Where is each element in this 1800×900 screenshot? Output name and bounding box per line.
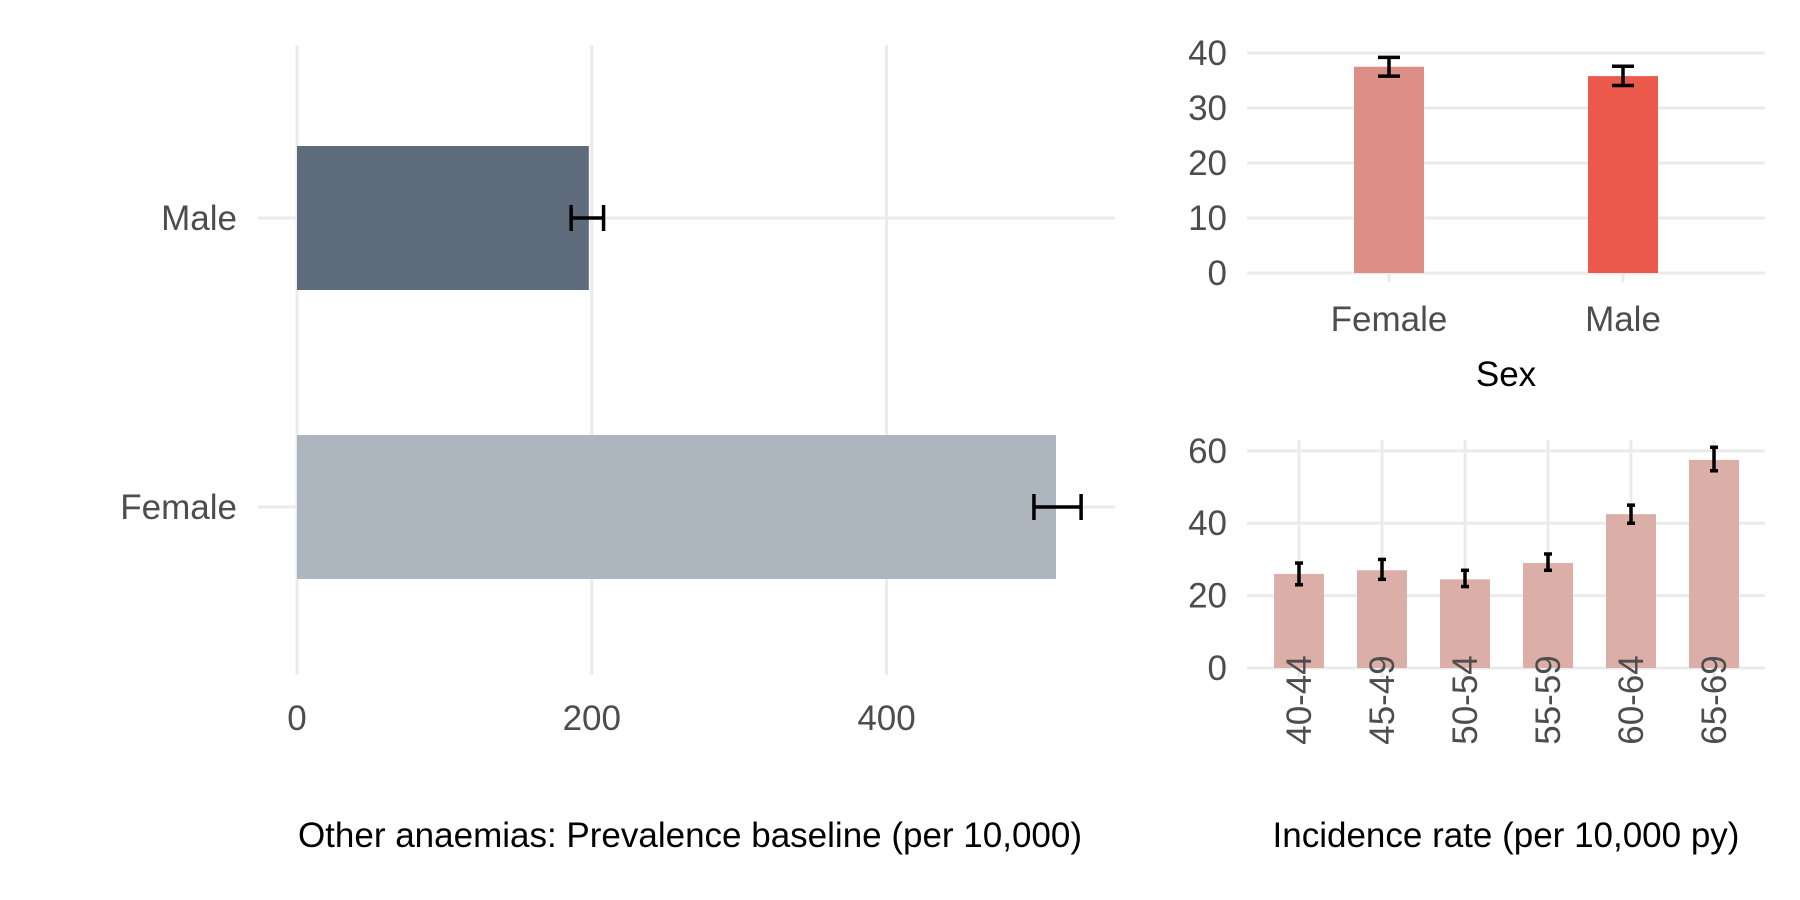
sex-y-tick-label: 10: [1188, 199, 1227, 238]
age-bar-55-59: [1523, 563, 1573, 668]
age-y-tick-label: 40: [1188, 504, 1227, 543]
prevalence-x-tick-label: 200: [563, 699, 621, 738]
age-bar-50-54: [1440, 579, 1490, 668]
sex-y-tick-label: 40: [1188, 34, 1227, 73]
age-error-bar-45-49: [1378, 557, 1386, 582]
sex-y-tick-label: 20: [1188, 144, 1227, 183]
sex-y-tick-label: 30: [1188, 89, 1227, 128]
age-x-tick-label: 55-59: [1529, 655, 1568, 745]
age-error-bar-65-69: [1710, 445, 1718, 473]
prevalence-error-bar-male: [569, 205, 606, 231]
prevalence-bar-male: [297, 146, 589, 290]
age-bar-40-44: [1274, 573, 1324, 668]
prevalence-x-tick-label: 400: [857, 699, 915, 738]
prevalence-y-tick-label: Female: [120, 488, 237, 527]
age-error-bar-40-44: [1295, 561, 1303, 587]
age-y-tick-label: 0: [1208, 649, 1227, 688]
prevalence-panel: 0 200 400 Male Female: [120, 45, 1115, 738]
incidence-by-age-panel: 0 20 40 60 40-44 45-49 50-54 55-59 60-64 65-69: [1188, 432, 1765, 745]
prevalence-x-axis-title: Other anaemias: Prevalence baseline (per…: [298, 816, 1082, 855]
prevalence-x-tick-label: 0: [287, 699, 306, 738]
sex-x-tick-label: Female: [1331, 300, 1448, 339]
age-x-tick-label: 45-49: [1363, 655, 1402, 745]
sex-x-axis-title: Sex: [1476, 355, 1537, 394]
sex-bar-female: [1354, 66, 1424, 273]
age-x-tick-label: 65-69: [1695, 655, 1734, 745]
prevalence-bar-female: [297, 435, 1057, 579]
age-x-tick-label: 40-44: [1280, 655, 1319, 745]
age-bar-65-69: [1689, 459, 1739, 668]
age-x-tick-label: 60-64: [1612, 655, 1651, 745]
sex-error-bar-female: [1378, 55, 1400, 78]
sex-x-tick-label: Male: [1585, 300, 1661, 339]
age-y-tick-label: 60: [1188, 432, 1227, 471]
incidence-by-sex-panel: 0 10 20 30 40 Female Male: [1188, 34, 1765, 339]
age-error-bar-55-59: [1544, 552, 1552, 573]
age-error-bar-50-54: [1461, 568, 1469, 589]
age-x-tick-label: 50-54: [1446, 655, 1485, 745]
age-y-tick-label: 20: [1188, 577, 1227, 616]
age-error-bar-60-64: [1627, 503, 1635, 525]
prevalence-y-tick-label: Male: [161, 199, 237, 238]
age-bar-60-64: [1606, 514, 1656, 668]
prevalence-error-bar-female: [1032, 494, 1083, 520]
age-bar-45-49: [1357, 570, 1407, 668]
incidence-x-axis-title: Incidence rate (per 10,000 py): [1273, 816, 1740, 855]
sex-bar-male: [1588, 76, 1658, 273]
sex-y-tick-label: 0: [1208, 254, 1227, 293]
sex-error-bar-male: [1612, 64, 1634, 88]
